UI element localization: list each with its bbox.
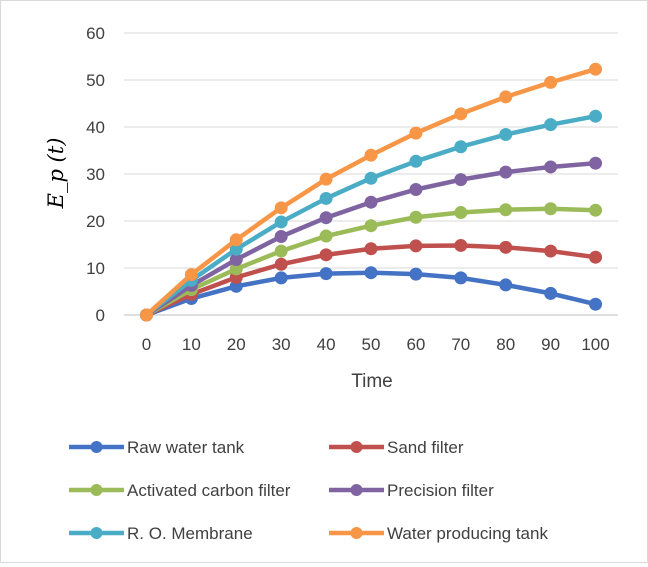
- data-point: [274, 230, 288, 244]
- series: [139, 62, 603, 322]
- data-point: [409, 210, 423, 224]
- data-point: [319, 172, 333, 186]
- data-point: [364, 148, 378, 162]
- legend-swatch-marker: [350, 484, 363, 496]
- legend-swatch-marker: [90, 484, 103, 496]
- data-point: [274, 257, 288, 271]
- legend-item: Activated carbon filter: [69, 481, 291, 500]
- data-point: [319, 248, 333, 262]
- data-point: [274, 244, 288, 258]
- y-tick-label: 50: [86, 71, 105, 90]
- x-axis-title: Time: [351, 371, 393, 392]
- data-point: [229, 233, 243, 247]
- data-point: [364, 266, 378, 280]
- data-point: [589, 250, 603, 264]
- data-point: [454, 238, 468, 252]
- data-point: [364, 171, 378, 185]
- data-point: [499, 203, 513, 217]
- data-point: [274, 271, 288, 285]
- y-tick-label: 10: [86, 259, 105, 278]
- data-point: [589, 203, 603, 217]
- legend-item: Raw water tank: [69, 438, 245, 457]
- data-point: [544, 244, 558, 258]
- legend-label: Raw water tank: [127, 438, 245, 457]
- data-point: [319, 267, 333, 281]
- x-tick-label: 100: [581, 335, 609, 354]
- legend-swatch-marker: [90, 441, 103, 453]
- legend-label: Water producing tank: [387, 524, 548, 543]
- data-point: [409, 239, 423, 253]
- legend-swatch-marker: [350, 527, 363, 539]
- legend-item: Sand filter: [329, 438, 464, 457]
- data-point: [544, 160, 558, 174]
- data-point: [319, 191, 333, 205]
- data-point: [409, 154, 423, 168]
- x-tick-label: 30: [272, 335, 291, 354]
- legend-label: Sand filter: [387, 438, 464, 457]
- y-axis-title: E_p (t): [44, 138, 68, 210]
- data-point: [499, 128, 513, 142]
- data-point: [589, 156, 603, 170]
- data-point: [274, 201, 288, 215]
- data-point: [454, 107, 468, 121]
- x-tick-label: 10: [182, 335, 201, 354]
- data-point: [499, 240, 513, 254]
- data-point: [364, 195, 378, 209]
- y-tick-label: 20: [86, 212, 105, 231]
- data-point: [454, 173, 468, 187]
- data-point: [409, 183, 423, 197]
- data-point: [544, 202, 558, 216]
- y-tick-label: 0: [96, 306, 105, 325]
- series-lines: [139, 62, 603, 322]
- y-tick-label: 60: [86, 24, 105, 43]
- y-tick-label: 30: [86, 165, 105, 184]
- x-tick-label: 20: [227, 335, 246, 354]
- data-point: [319, 229, 333, 243]
- legend-swatch-marker: [90, 527, 103, 539]
- legend-item: Precision filter: [329, 481, 494, 500]
- x-tick-label: 70: [451, 335, 470, 354]
- x-tick-label: 60: [406, 335, 425, 354]
- legend-label: Activated carbon filter: [127, 481, 291, 500]
- data-point: [499, 278, 513, 292]
- data-point: [319, 211, 333, 225]
- data-point: [139, 308, 153, 322]
- data-point: [544, 286, 558, 300]
- data-point: [499, 165, 513, 179]
- data-point: [544, 118, 558, 132]
- data-point: [454, 140, 468, 154]
- legend-item: R. O. Membrane: [69, 524, 253, 543]
- y-tick-label: 40: [86, 118, 105, 137]
- legend: Raw water tank Sand filter Activated carbo…: [69, 438, 548, 543]
- data-point: [274, 215, 288, 229]
- data-point: [364, 242, 378, 256]
- data-point: [499, 90, 513, 104]
- legend-label: Precision filter: [387, 481, 494, 500]
- legend-swatch-marker: [350, 441, 363, 453]
- x-tick-label: 90: [541, 335, 560, 354]
- data-point: [409, 126, 423, 140]
- data-point: [589, 62, 603, 76]
- data-point: [589, 109, 603, 123]
- series: [139, 202, 603, 322]
- axis-ticks: 0 10 20 30 40 50 60 0 10 20 30 40 50 60 70 80 90 100: [86, 24, 610, 354]
- data-point: [409, 267, 423, 281]
- legend-label: R. O. Membrane: [127, 524, 253, 543]
- x-tick-label: 0: [142, 335, 151, 354]
- series: [139, 109, 603, 322]
- data-point: [364, 219, 378, 233]
- legend-item: Water producing tank: [329, 524, 548, 543]
- data-point: [184, 268, 198, 282]
- x-tick-label: 80: [496, 335, 515, 354]
- x-tick-label: 40: [317, 335, 336, 354]
- data-point: [544, 75, 558, 89]
- data-point: [589, 297, 603, 311]
- data-point: [454, 271, 468, 285]
- data-point: [454, 206, 468, 220]
- x-tick-label: 50: [362, 335, 381, 354]
